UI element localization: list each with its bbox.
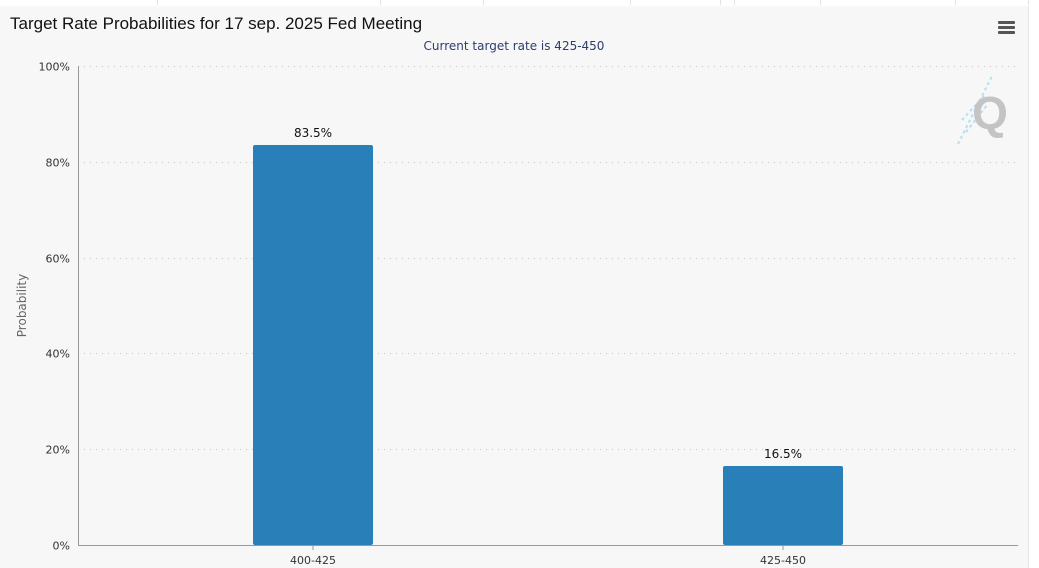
logo-letter: Q — [972, 87, 1008, 139]
y-axis-label: Probability — [15, 274, 29, 337]
top-strip-divider — [157, 0, 158, 5]
y-tick-label: 100% — [39, 61, 70, 74]
top-strip-divider — [1028, 0, 1029, 5]
bar-data-label: 16.5% — [764, 447, 802, 461]
chart-subtitle: Current target rate is 425-450 — [423, 39, 605, 53]
top-strip-divider — [630, 0, 631, 5]
x-tick-label: 400-425 — [290, 554, 336, 567]
bar — [253, 145, 373, 545]
y-tick-label: 60% — [46, 253, 70, 266]
bar — [723, 465, 843, 545]
logo-stroke — [957, 75, 993, 145]
top-strip-divider — [734, 0, 735, 5]
chart-title: Target Rate Probabilities for 17 sep. 20… — [10, 14, 423, 33]
x-tick-label: 425-450 — [760, 554, 806, 567]
y-tick-label: 40% — [46, 348, 70, 361]
top-strip-divider — [380, 0, 381, 5]
top-strip-divider — [720, 0, 721, 5]
chart-panel: Target Rate Probabilities for 17 sep. 20… — [0, 6, 1029, 568]
y-tick-label: 20% — [46, 444, 70, 457]
y-tick-label: 80% — [46, 157, 70, 170]
top-strip-divider — [820, 0, 821, 5]
q-logo-icon: Q — [957, 75, 1008, 145]
top-strip-divider — [483, 0, 484, 5]
y-tick-label: 0% — [53, 540, 70, 553]
top-strip — [0, 0, 1039, 6]
top-strip-divider — [955, 0, 956, 5]
hamburger-menu-icon[interactable] — [996, 18, 1018, 38]
bar-data-label: 83.5% — [294, 126, 332, 140]
